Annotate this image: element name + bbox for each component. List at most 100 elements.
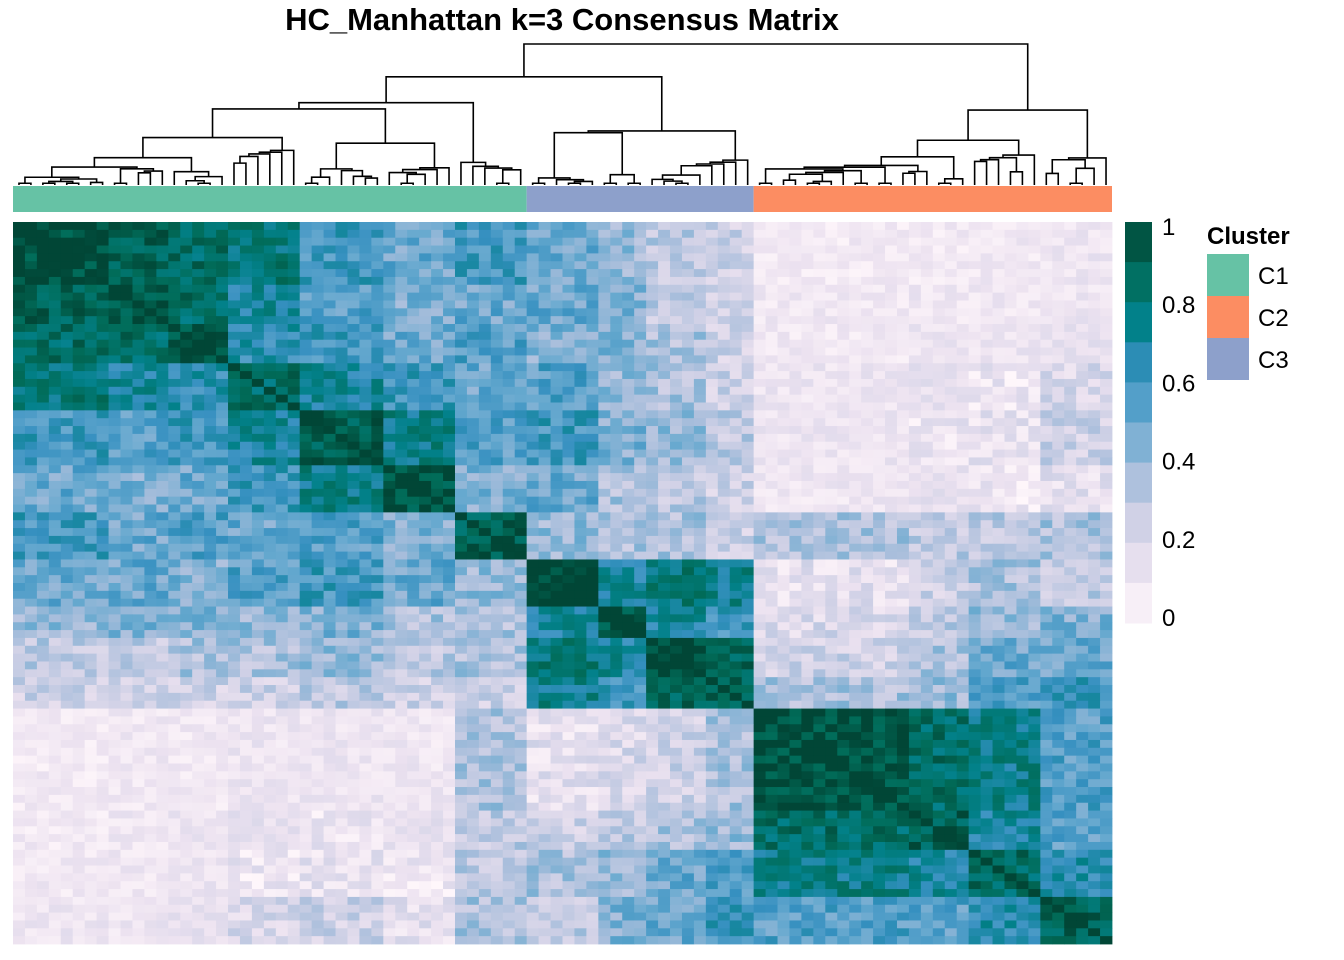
heatmap-cell <box>347 394 360 403</box>
heatmap-cell <box>490 559 504 568</box>
heatmap-cell <box>36 441 50 450</box>
heatmap-cell <box>275 229 289 239</box>
heatmap-cell <box>275 394 289 403</box>
heatmap-cell <box>717 465 731 474</box>
heatmap-cell <box>13 473 26 482</box>
heatmap-cell <box>466 575 480 584</box>
heatmap-cell <box>502 418 516 427</box>
heatmap-cell <box>861 402 874 411</box>
heatmap-cell <box>598 465 611 474</box>
heatmap-cell <box>574 292 587 301</box>
heatmap-cell <box>144 308 157 317</box>
heatmap-cell <box>228 316 241 325</box>
heatmap-cell <box>670 371 683 380</box>
heatmap-cell <box>610 347 623 356</box>
heatmap-cell <box>980 473 993 482</box>
heatmap-cell <box>180 473 193 482</box>
heatmap-cell <box>646 371 659 380</box>
heatmap-cell <box>1088 512 1101 521</box>
heatmap-cell <box>670 496 683 505</box>
heatmap-cell <box>228 551 241 560</box>
heatmap-cell <box>622 457 635 466</box>
heatmap-cell <box>263 614 277 623</box>
heatmap-cell <box>789 590 802 600</box>
heatmap-cell <box>705 355 719 364</box>
heatmap-cell <box>646 496 659 505</box>
heatmap-cell <box>1040 269 1053 278</box>
heatmap-cell <box>550 567 563 576</box>
heatmap-cell <box>658 480 671 490</box>
heatmap-cell <box>753 504 766 513</box>
heatmap-cell <box>228 488 241 498</box>
heatmap-cell <box>789 567 802 576</box>
heatmap-cell <box>383 331 396 341</box>
heatmap-cell <box>72 269 86 278</box>
heatmap-cell <box>861 331 874 341</box>
heatmap-cell <box>920 229 934 239</box>
heatmap-cell <box>395 598 408 607</box>
heatmap-cell <box>622 488 635 498</box>
heatmap-cell <box>896 378 910 388</box>
heatmap-cell <box>72 543 86 553</box>
heatmap-cell <box>335 614 348 623</box>
heatmap-cell <box>574 543 587 553</box>
heatmap-cell <box>419 229 432 239</box>
heatmap-cell <box>598 410 611 419</box>
heatmap-cell <box>920 253 934 262</box>
heatmap-cell <box>705 598 719 607</box>
heatmap-cell <box>180 402 193 411</box>
heatmap-cell <box>72 488 86 498</box>
heatmap-cell <box>13 222 26 231</box>
heatmap-cell <box>347 575 360 584</box>
heatmap-cell <box>144 433 157 443</box>
heatmap-cell <box>168 520 181 529</box>
heatmap-cell <box>980 441 993 450</box>
heatmap-cell <box>896 465 910 474</box>
heatmap-cell <box>562 528 575 537</box>
heatmap-cell <box>1100 324 1113 333</box>
heatmap-cell <box>108 480 121 490</box>
heatmap-cell <box>96 292 109 301</box>
heatmap-cell <box>944 441 958 450</box>
heatmap-cell <box>490 386 504 396</box>
heatmap-cell <box>395 245 408 254</box>
heatmap-cell <box>431 371 444 380</box>
heatmap-cell <box>765 496 778 505</box>
heatmap-cell <box>239 363 253 372</box>
heatmap-cell <box>1100 512 1113 521</box>
heatmap-cell <box>777 528 790 537</box>
heatmap-cell <box>908 418 922 427</box>
heatmap-cell <box>144 543 157 553</box>
heatmap-cell <box>729 253 743 262</box>
heatmap-cell <box>431 418 444 427</box>
heatmap-cell <box>359 512 372 521</box>
heatmap-cell <box>168 394 181 403</box>
heatmap-cell <box>646 292 659 301</box>
dendrogram-branch <box>973 160 988 185</box>
heatmap-cell <box>72 504 86 513</box>
heatmap-cell <box>132 551 145 560</box>
heatmap-cell <box>562 253 575 262</box>
heatmap-cell <box>478 363 492 372</box>
heatmap-cell <box>431 378 444 388</box>
heatmap-cell <box>944 378 958 388</box>
heatmap-cell <box>885 583 898 592</box>
heatmap-cell <box>789 331 802 341</box>
heatmap-cell <box>216 386 229 396</box>
heatmap-cell <box>885 567 898 576</box>
heatmap-cell <box>72 512 86 521</box>
heatmap-cell <box>777 331 790 341</box>
heatmap-cell <box>896 441 910 450</box>
heatmap-cell <box>980 418 993 427</box>
heatmap-cell <box>885 606 898 615</box>
heatmap-cell <box>622 222 635 231</box>
heatmap-cell <box>204 300 217 309</box>
heatmap-cell <box>526 410 540 419</box>
heatmap-cell <box>228 371 241 380</box>
heatmap-cell <box>753 598 766 607</box>
heatmap-cell <box>693 300 707 309</box>
heatmap-cell <box>705 426 719 435</box>
heatmap-cell <box>108 418 121 427</box>
heatmap-cell <box>407 418 420 427</box>
heatmap-cell <box>466 465 480 474</box>
